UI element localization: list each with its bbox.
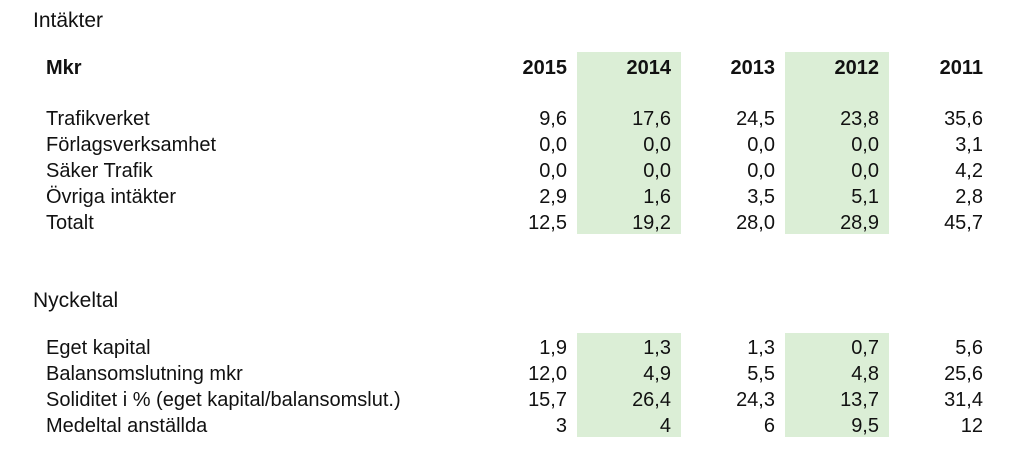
table-cell: 1,9 <box>539 337 567 359</box>
table-cell: 2,9 <box>539 186 567 208</box>
table-cell: 31,4 <box>944 389 983 411</box>
table-cell: 28,0 <box>736 212 775 234</box>
table-cell: 0,0 <box>851 134 879 156</box>
table-cell: 0,0 <box>539 134 567 156</box>
table-cell: 12 <box>960 415 983 437</box>
table-cell: 9,5 <box>851 415 879 437</box>
table-cell: 1,6 <box>643 186 671 208</box>
table-cell: 4,9 <box>643 363 671 385</box>
table-cell: 25,6 <box>944 363 983 385</box>
row-label: Trafikverket <box>46 108 150 130</box>
table-cell: 17,6 <box>632 108 671 130</box>
table-cell: 0,0 <box>747 160 775 182</box>
table-cell: 28,9 <box>840 212 879 234</box>
table-cell: 5,5 <box>747 363 775 385</box>
table-cell: 4,8 <box>851 363 879 385</box>
table-row: Soliditet i % (eget kapital/balansomslut… <box>0 387 1024 413</box>
table-cell: 4,2 <box>955 160 983 182</box>
income-heading: Intäkter <box>33 9 104 32</box>
row-label: Medeltal anställda <box>46 415 208 437</box>
table-cell: 3,1 <box>955 134 983 156</box>
highlight-2012-keyfigures <box>785 333 889 437</box>
table-cell: 23,8 <box>840 108 879 130</box>
row-label: Totalt <box>46 212 94 234</box>
income-header-row: Mkr 2015 2014 2013 2012 2011 <box>0 55 1024 81</box>
table-cell: 15,7 <box>528 389 567 411</box>
table-row: Trafikverket 9,6 17,6 24,5 23,8 35,6 <box>0 106 1024 132</box>
highlight-2014-income <box>577 52 681 234</box>
row-label: Övriga intäkter <box>46 186 177 208</box>
table-cell: 19,2 <box>632 212 671 234</box>
row-label: Förlagsverksamhet <box>46 134 217 156</box>
table-cell: 0,0 <box>851 160 879 182</box>
table-cell: 26,4 <box>632 389 671 411</box>
table-cell: 9,6 <box>539 108 567 130</box>
table-row-total: Totalt 12,5 19,2 28,0 28,9 45,7 <box>0 210 1024 236</box>
table-cell: 13,7 <box>840 389 879 411</box>
table-cell: 35,6 <box>944 108 983 130</box>
table-row: Säker Trafik 0,0 0,0 0,0 0,0 4,2 <box>0 158 1024 184</box>
table-row: Eget kapital 1,9 1,3 1,3 0,7 5,6 <box>0 335 1024 361</box>
table-cell: 24,5 <box>736 108 775 130</box>
unit-label: Mkr <box>46 57 82 79</box>
year-header: 2015 <box>522 57 568 79</box>
year-header: 2011 <box>939 57 983 79</box>
table-cell: 12,0 <box>528 363 567 385</box>
year-header: 2012 <box>834 57 880 79</box>
table-cell: 3,5 <box>747 186 775 208</box>
table-cell: 0,0 <box>643 160 671 182</box>
table-cell: 2,8 <box>955 186 983 208</box>
highlight-2014-keyfigures <box>577 333 681 437</box>
table-row: Förlagsverksamhet 0,0 0,0 0,0 0,0 3,1 <box>0 132 1024 158</box>
row-label: Balansomslutning mkr <box>46 363 243 385</box>
table-cell: 0,0 <box>747 134 775 156</box>
table-cell: 3 <box>555 415 567 437</box>
table-cell: 5,6 <box>955 337 983 359</box>
highlight-2012-income <box>785 52 889 234</box>
table-cell: 4 <box>659 415 671 437</box>
table-cell: 5,1 <box>851 186 879 208</box>
table-cell: 0,7 <box>851 337 879 359</box>
table-cell: 45,7 <box>944 212 983 234</box>
year-header: 2013 <box>730 57 776 79</box>
table-cell: 0,0 <box>643 134 671 156</box>
row-label: Eget kapital <box>46 337 151 359</box>
table-row: Balansomslutning mkr 12,0 4,9 5,5 4,8 25… <box>0 361 1024 387</box>
table-cell: 12,5 <box>528 212 567 234</box>
table-row: Medeltal anställda 3 4 6 9,5 12 <box>0 413 1024 439</box>
table-row: Övriga intäkter 2,9 1,6 3,5 5,1 2,8 <box>0 184 1024 210</box>
row-label: Säker Trafik <box>46 160 153 182</box>
table-cell: 6 <box>763 415 775 437</box>
table-cell: 1,3 <box>643 337 671 359</box>
row-label: Soliditet i % (eget kapital/balansomslut… <box>46 389 401 411</box>
table-cell: 1,3 <box>747 337 775 359</box>
table-cell: 24,3 <box>736 389 775 411</box>
key-figures-heading: Nyckeltal <box>33 289 119 312</box>
year-header: 2014 <box>626 57 672 79</box>
table-cell: 0,0 <box>539 160 567 182</box>
